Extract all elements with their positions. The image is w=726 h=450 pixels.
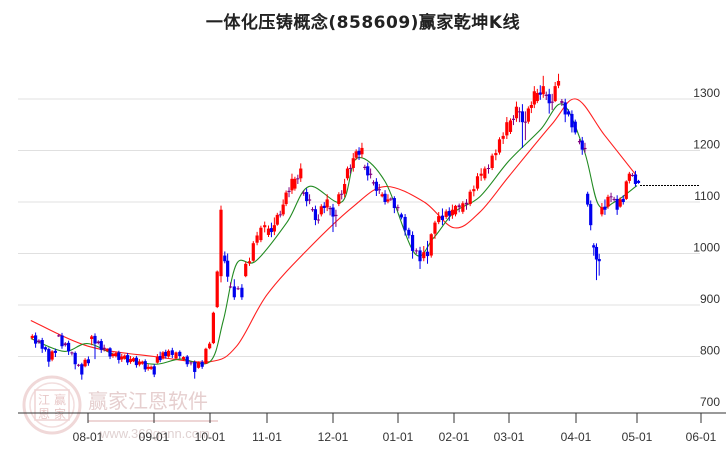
x-tick-label: 01-01	[383, 430, 414, 444]
x-tick-label: 10-01	[195, 430, 226, 444]
x-tick-label: 08-01	[73, 430, 104, 444]
svg-text:恩: 恩	[38, 407, 50, 421]
x-tick-label: 06-01	[686, 430, 717, 444]
candles	[30, 73, 641, 380]
x-tick-label: 04-01	[561, 430, 592, 444]
x-tick-label: 12-01	[318, 430, 349, 444]
y-tick-label: 700	[700, 395, 720, 409]
x-tick-label: 09-01	[139, 430, 170, 444]
y-tick-label: 1200	[693, 138, 720, 152]
y-tick-label: 1100	[694, 189, 720, 203]
y-tick-label: 900	[700, 292, 720, 306]
y-tick-label: 1300	[693, 86, 720, 100]
svg-text:赢: 赢	[54, 392, 66, 407]
watermark-seal-icon: 江 赢 恩 家	[22, 375, 82, 435]
watermark: 江 赢 恩 家 赢家江恩软件 www.360gann.com	[22, 375, 218, 441]
x-tick-label: 02-01	[439, 430, 470, 444]
svg-text:江: 江	[38, 393, 50, 407]
y-axis: 700 800 900 1000 1100 1200 1300	[693, 86, 720, 409]
grid-lines	[18, 98, 700, 357]
x-tick-label: 11-01	[252, 430, 282, 444]
chart-title: 一体化压铸概念(858609)赢家乾坤K线	[205, 13, 521, 33]
watermark-brand: 赢家江恩软件	[88, 389, 208, 413]
watermark-url: www.360gann.com	[99, 426, 210, 441]
ma-short-line	[30, 103, 638, 365]
y-tick-label: 800	[700, 344, 720, 358]
x-tick-label: 03-01	[494, 430, 525, 444]
x-tick-label: 05-01	[622, 430, 653, 444]
x-axis: 08-01 09-01 10-01 11-01 12-01 01-01 02-01 03-01…	[18, 412, 726, 444]
y-tick-label: 1000	[693, 241, 720, 255]
ma-long-line	[30, 98, 638, 363]
